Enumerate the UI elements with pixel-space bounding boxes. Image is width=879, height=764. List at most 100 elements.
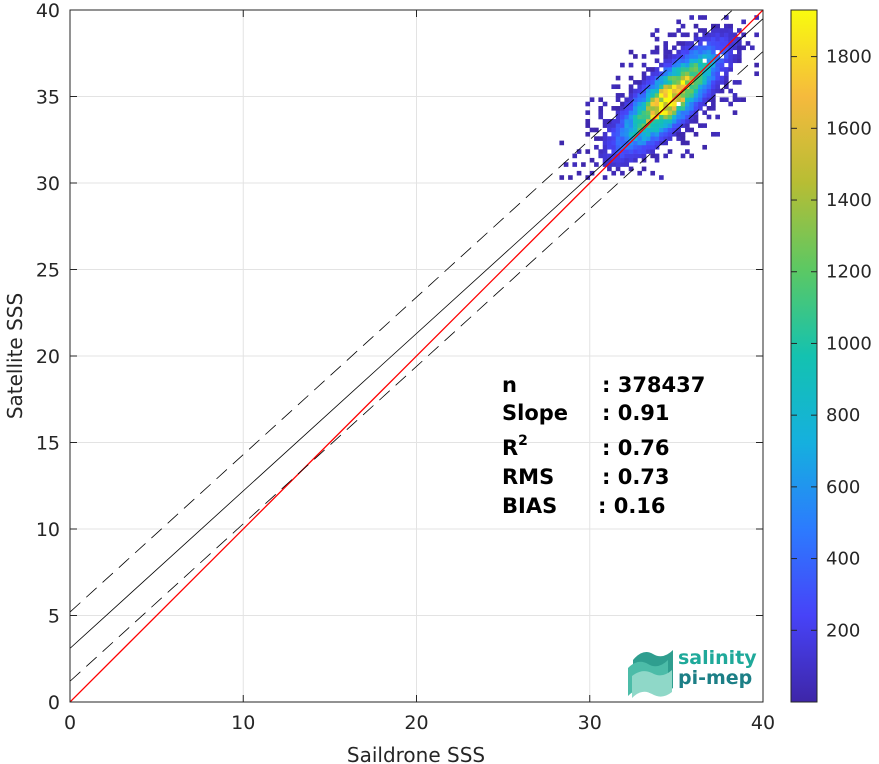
density-cell	[641, 153, 647, 159]
density-cell	[706, 41, 712, 46]
density-cell	[654, 97, 660, 102]
density-cell	[706, 32, 712, 38]
density-cell	[667, 88, 673, 94]
density-cell	[750, 45, 755, 51]
density-cell	[685, 32, 690, 38]
density-cell	[706, 93, 712, 98]
density-cell	[659, 118, 664, 124]
density-cell	[689, 54, 694, 59]
density-cell	[754, 71, 759, 77]
density-cell	[737, 58, 742, 64]
density-cell	[680, 97, 686, 102]
density-cell	[654, 123, 660, 128]
density-cell	[641, 157, 647, 163]
density-cell	[650, 49, 656, 55]
density-cell	[650, 123, 656, 128]
density-cell	[602, 149, 608, 154]
density-cell	[724, 15, 729, 20]
density-cell	[693, 114, 699, 120]
density-cell	[559, 140, 565, 146]
density-cell	[732, 110, 738, 115]
density-cell	[641, 97, 647, 102]
density-cell	[689, 88, 694, 94]
density-cell	[615, 118, 621, 124]
density-cell	[633, 110, 638, 115]
density-cell	[607, 157, 612, 163]
density-cell	[680, 84, 686, 90]
density-cell	[667, 136, 673, 141]
density-cell	[594, 144, 599, 150]
density-cell	[702, 101, 707, 107]
density-cell	[706, 67, 712, 72]
density-cell	[641, 149, 647, 154]
stat-label: BIAS	[502, 494, 557, 518]
density-cell	[663, 49, 669, 55]
density-cell	[693, 118, 699, 124]
colorbar-ticks: 200 400 600 800 1000 1200 1400 1600 1800	[791, 47, 872, 641]
regression-lines	[70, 10, 763, 702]
density-cell	[646, 110, 651, 115]
density-cell	[676, 110, 682, 115]
density-cell	[685, 127, 690, 133]
density-cell	[641, 118, 647, 124]
density-cell	[628, 118, 634, 124]
density-cell	[641, 127, 647, 133]
stat-label: n	[502, 373, 517, 397]
density-cell	[693, 84, 699, 90]
density-cell	[719, 88, 725, 94]
density-cell	[611, 149, 617, 154]
density-cell	[624, 153, 630, 159]
density-cell	[641, 166, 647, 172]
y-tick-label: 15	[36, 433, 60, 455]
density-cell	[585, 149, 591, 154]
density-cell	[685, 45, 690, 51]
density-cell	[728, 54, 733, 59]
density-cell	[598, 106, 604, 111]
density-cell	[637, 140, 643, 146]
density-cell	[685, 58, 690, 64]
density-cell	[702, 54, 707, 59]
density-cell	[624, 110, 630, 115]
density-cell	[680, 153, 686, 159]
density-cell	[641, 101, 647, 107]
density-cell	[680, 67, 686, 72]
density-cell	[676, 49, 682, 55]
density-cell	[654, 58, 660, 64]
density-cell	[663, 114, 669, 120]
density-cell	[654, 93, 660, 98]
density-cell	[689, 110, 694, 115]
density-cell	[689, 153, 694, 159]
density-cell	[693, 101, 699, 107]
density-cell	[607, 136, 612, 141]
density-cell	[667, 106, 673, 111]
density-cell	[719, 58, 725, 64]
density-cell	[602, 131, 608, 137]
density-cell	[685, 75, 690, 81]
y-tick-label: 5	[48, 606, 60, 628]
density-cell	[659, 140, 664, 146]
density-cell	[667, 32, 673, 38]
density-cell	[711, 71, 716, 77]
density-cell	[663, 131, 669, 137]
density-cell	[620, 62, 625, 68]
density-cell	[663, 54, 669, 59]
density-cell	[628, 153, 634, 159]
density-cell	[754, 32, 759, 38]
density-cell	[689, 106, 694, 111]
density-cell	[624, 136, 630, 141]
density-cell	[672, 58, 677, 64]
density-cell	[646, 131, 651, 137]
density-cell	[633, 106, 638, 111]
x-tick-label: 0	[64, 712, 76, 734]
density-cell	[698, 62, 703, 68]
density-cell	[624, 101, 630, 107]
density-cell	[611, 131, 617, 137]
density-cell	[693, 67, 699, 72]
density-cell	[663, 123, 669, 128]
density-cell	[715, 45, 720, 51]
density-cell	[698, 71, 703, 77]
density-cell	[676, 127, 682, 133]
density-cell	[594, 136, 599, 141]
density-cell	[598, 114, 604, 120]
